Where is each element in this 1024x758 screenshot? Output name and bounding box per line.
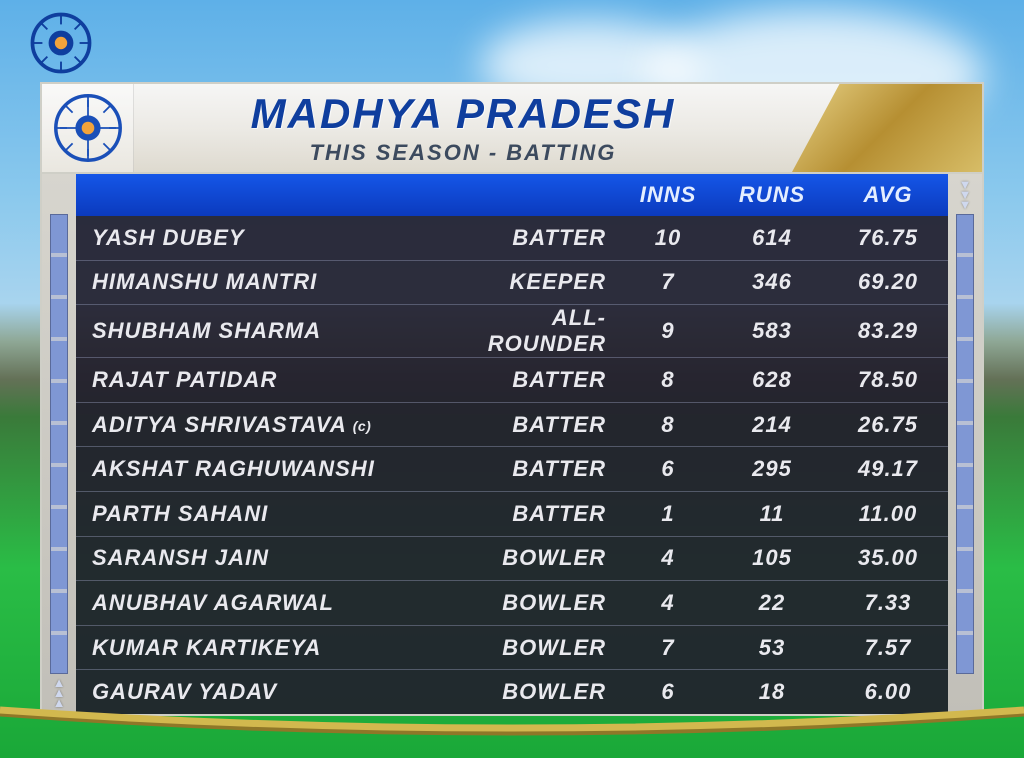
stats-subtitle: THIS SEASON - BATTING: [310, 140, 617, 166]
player-inns: 6: [620, 456, 716, 482]
team-logo-icon: [53, 93, 123, 163]
player-role: BATTER: [452, 501, 620, 527]
player-runs: 11: [716, 501, 828, 527]
table-body: YASH DUBEYBATTER1061476.75HIMANSHU MANTR…: [76, 216, 948, 714]
player-name: YASH DUBEY: [76, 225, 452, 251]
player-avg: 76.75: [828, 225, 948, 251]
player-runs: 53: [716, 635, 828, 661]
player-name: SHUBHAM SHARMA: [76, 318, 452, 344]
table-header-row: INNS RUNS AVG: [76, 174, 948, 216]
table-row: ADITYA SHRIVASTAVA(c)BATTER821426.75: [76, 403, 948, 448]
player-avg: 6.00: [828, 679, 948, 705]
panel-header: MADHYA PRADESH THIS SEASON - BATTING: [40, 82, 984, 174]
player-runs: 628: [716, 367, 828, 393]
player-avg: 35.00: [828, 545, 948, 571]
player-role: BOWLER: [452, 545, 620, 571]
col-header-runs: RUNS: [716, 182, 828, 208]
left-pillar: ▲▲▲ ▲▲▲: [42, 174, 76, 714]
team-name-title: MADHYA PRADESH: [251, 90, 676, 138]
player-name: SARANSH JAIN: [76, 545, 452, 571]
player-avg: 83.29: [828, 318, 948, 344]
col-header-avg: AVG: [828, 182, 948, 208]
trophy-decoration: [792, 84, 982, 172]
player-inns: 4: [620, 590, 716, 616]
player-name: KUMAR KARTIKEYA: [76, 635, 452, 661]
player-name: HIMANSHU MANTRI: [76, 269, 452, 295]
scroll-down-arrows-icon: ▼▼▼: [959, 180, 972, 210]
player-role: BOWLER: [452, 679, 620, 705]
table-row: HIMANSHU MANTRIKEEPER734669.20: [76, 261, 948, 306]
pillar-decoration: [956, 214, 974, 674]
broadcaster-logo: [30, 12, 92, 74]
player-runs: 346: [716, 269, 828, 295]
player-avg: 69.20: [828, 269, 948, 295]
player-inns: 8: [620, 412, 716, 438]
player-role: BATTER: [452, 225, 620, 251]
player-inns: 1: [620, 501, 716, 527]
player-role: BOWLER: [452, 635, 620, 661]
player-name: ADITYA SHRIVASTAVA(c): [76, 412, 452, 438]
player-inns: 7: [620, 635, 716, 661]
player-runs: 295: [716, 456, 828, 482]
table-row: SARANSH JAINBOWLER410535.00: [76, 537, 948, 582]
player-inns: 9: [620, 318, 716, 344]
player-role: BOWLER: [452, 590, 620, 616]
player-avg: 7.57: [828, 635, 948, 661]
player-role: BATTER: [452, 412, 620, 438]
player-runs: 18: [716, 679, 828, 705]
player-avg: 78.50: [828, 367, 948, 393]
right-pillar: ▼▼▼ ▼▼▼: [948, 174, 982, 714]
player-avg: 49.17: [828, 456, 948, 482]
table-row: KUMAR KARTIKEYABOWLER7537.57: [76, 626, 948, 671]
player-inns: 6: [620, 679, 716, 705]
player-role: BATTER: [452, 367, 620, 393]
pillar-decoration: [50, 214, 68, 674]
panel-header-text: MADHYA PRADESH THIS SEASON - BATTING: [134, 84, 792, 172]
player-role: ALL-ROUNDER: [452, 305, 620, 357]
player-role: KEEPER: [452, 269, 620, 295]
player-runs: 105: [716, 545, 828, 571]
table-row: PARTH SAHANIBATTER11111.00: [76, 492, 948, 537]
stats-panel: MADHYA PRADESH THIS SEASON - BATTING ▲▲▲…: [40, 82, 984, 714]
table-row: ANUBHAV AGARWALBOWLER4227.33: [76, 581, 948, 626]
panel-body: ▲▲▲ ▲▲▲ INNS RUNS AVG YASH DUBEYBATTER10…: [40, 174, 984, 716]
player-runs: 214: [716, 412, 828, 438]
player-name: AKSHAT RAGHUWANSHI: [76, 456, 452, 482]
player-inns: 7: [620, 269, 716, 295]
scroll-up-arrows-icon: ▲▲▲: [53, 678, 66, 708]
table-row: GAURAV YADAVBOWLER6186.00: [76, 670, 948, 714]
player-inns: 4: [620, 545, 716, 571]
player-inns: 8: [620, 367, 716, 393]
player-name: RAJAT PATIDAR: [76, 367, 452, 393]
player-inns: 10: [620, 225, 716, 251]
player-runs: 22: [716, 590, 828, 616]
stats-table: INNS RUNS AVG YASH DUBEYBATTER1061476.75…: [76, 174, 948, 714]
player-runs: 614: [716, 225, 828, 251]
table-row: AKSHAT RAGHUWANSHIBATTER629549.17: [76, 447, 948, 492]
player-name: GAURAV YADAV: [76, 679, 452, 705]
team-logo-box: [42, 84, 134, 172]
col-header-inns: INNS: [620, 182, 716, 208]
player-avg: 26.75: [828, 412, 948, 438]
player-runs: 583: [716, 318, 828, 344]
player-name: ANUBHAV AGARWAL: [76, 590, 452, 616]
player-avg: 11.00: [828, 501, 948, 527]
table-row: YASH DUBEYBATTER1061476.75: [76, 216, 948, 261]
captain-tag: (c): [353, 418, 372, 434]
table-row: RAJAT PATIDARBATTER862878.50: [76, 358, 948, 403]
bcci-logo-icon: [30, 12, 92, 74]
player-role: BATTER: [452, 456, 620, 482]
player-name: PARTH SAHANI: [76, 501, 452, 527]
table-row: SHUBHAM SHARMAALL-ROUNDER958383.29: [76, 305, 948, 358]
player-avg: 7.33: [828, 590, 948, 616]
